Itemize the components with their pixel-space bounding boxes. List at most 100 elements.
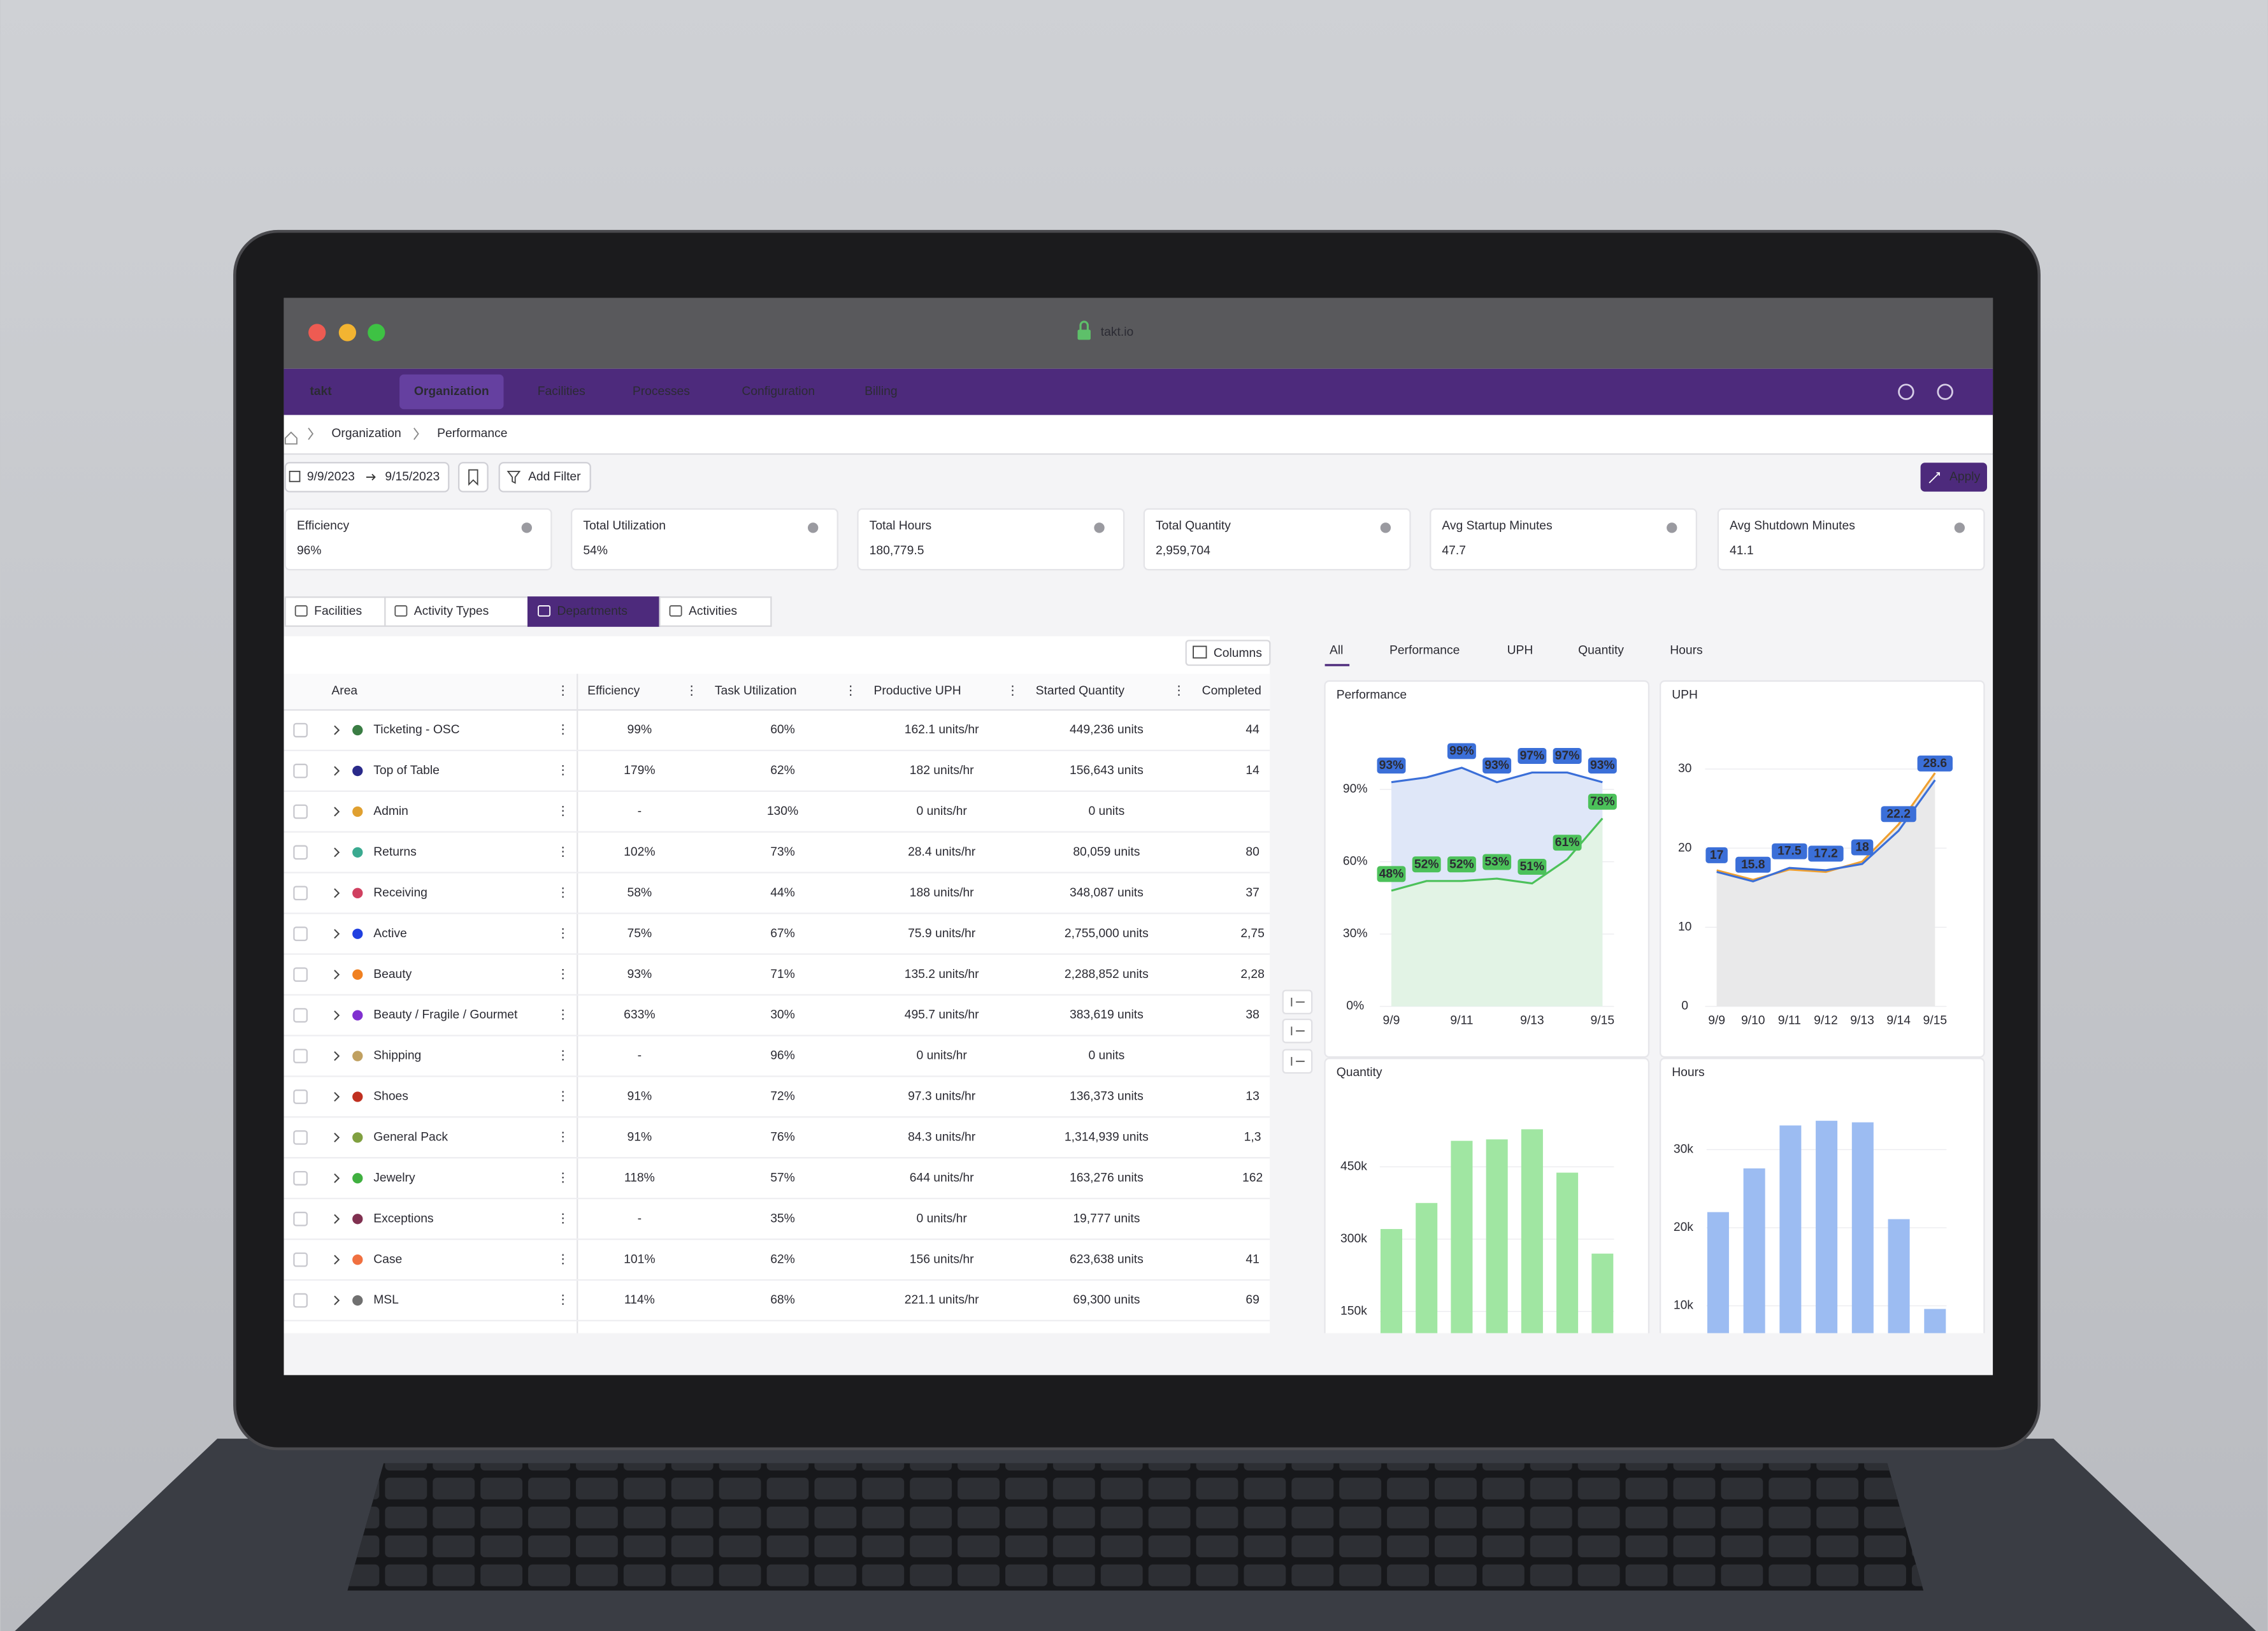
row-menu[interactable]: ⋮ [557,723,569,736]
row-menu[interactable]: ⋮ [557,1293,569,1307]
expand-icon[interactable] [334,1295,340,1305]
home-icon[interactable] [284,431,298,445]
cell-productive-uph: 495.7 units/hr [905,1009,979,1022]
row-checkbox[interactable] [293,1211,308,1226]
breadcrumb[interactable]: Organization [331,427,401,440]
data-label-box [1553,748,1582,764]
column-header[interactable]: Productive UPH [873,684,961,698]
column-header[interactable]: Started Quantity [1036,684,1125,698]
globe-icon[interactable] [1898,384,1914,400]
expand-icon[interactable] [334,807,340,817]
row-checkbox[interactable] [293,926,308,942]
info-icon[interactable] [1954,522,1965,533]
data-label: 48% [1379,867,1404,880]
view-tab[interactable] [659,596,772,627]
row-menu[interactable]: ⋮ [557,805,569,818]
row-menu[interactable]: ⋮ [557,886,569,900]
bar [1380,1229,1402,1333]
row-checkbox[interactable] [293,763,308,779]
expand-icon[interactable] [334,929,340,939]
expand-icon[interactable] [334,766,340,776]
row-menu[interactable]: ⋮ [557,1212,569,1225]
row-checkbox[interactable] [293,1171,308,1186]
row-menu[interactable]: ⋮ [557,764,569,777]
cell-productive-uph: 182 units/hr [910,764,974,777]
row-checkbox[interactable] [293,1008,308,1023]
column-menu[interactable]: ⋮ [685,684,698,698]
row-checkbox[interactable] [293,1049,308,1063]
expand-icon[interactable] [334,1254,340,1265]
expand-icon[interactable] [334,1051,340,1061]
area-name: Exceptions [373,1212,433,1225]
chart-tab[interactable]: All [1330,643,1343,657]
y-tick-label: 20k [1674,1221,1693,1234]
logo[interactable]: takt [310,385,332,398]
nav-item[interactable]: Billing [865,385,897,398]
view-tab-label: Facilities [314,605,362,618]
data-label: 93% [1379,759,1404,772]
chart-tab[interactable]: Hours [1670,643,1702,657]
column-header[interactable]: Completed [1202,684,1261,698]
row-checkbox[interactable] [293,722,308,738]
column-header[interactable]: Task Utilization [715,684,797,698]
expand-icon[interactable] [334,970,340,980]
row-checkbox[interactable] [293,886,308,901]
row-menu[interactable]: ⋮ [557,1090,569,1103]
user-icon[interactable] [1937,384,1953,400]
chart-tab[interactable]: Performance [1389,643,1460,657]
nav-item[interactable]: Organization [414,385,489,398]
kpi-value: 41.1 [1730,544,1754,557]
info-icon[interactable] [521,522,532,533]
bar [1486,1139,1508,1333]
info-icon[interactable] [1380,522,1391,533]
row-checkbox[interactable] [293,804,308,819]
row-menu[interactable]: ⋮ [557,1131,569,1144]
row-checkbox[interactable] [293,1089,308,1104]
expand-icon[interactable] [334,1010,340,1021]
info-icon[interactable] [1667,522,1677,533]
row-menu[interactable]: ⋮ [557,1009,569,1022]
column-menu[interactable]: ⋮ [845,684,857,698]
nav-item[interactable]: Facilities [538,385,585,398]
expand-icon[interactable] [334,725,340,735]
bookmark-button[interactable] [458,462,489,492]
view-tab[interactable] [384,596,529,627]
column-header[interactable]: Area [331,684,357,698]
row-checkbox[interactable] [293,1252,308,1267]
kpi-value: 2,959,704 [1156,544,1210,557]
chart-tab[interactable]: Quantity [1578,643,1624,657]
row-checkbox[interactable] [293,1130,308,1145]
expand-icon[interactable] [334,1173,340,1183]
expand-icon[interactable] [334,1132,340,1142]
view-tab[interactable] [284,596,386,627]
add-filter-button[interactable] [498,462,591,492]
expand-icon[interactable] [334,888,340,898]
chart-tab[interactable]: UPH [1507,643,1533,657]
row-menu[interactable]: ⋮ [557,1049,569,1063]
column-header[interactable]: Efficiency [587,684,640,698]
apply-button[interactable] [1920,463,1988,492]
columns-button[interactable] [1185,640,1271,666]
window-control[interactable] [368,324,385,341]
expand-icon[interactable] [334,847,340,858]
info-icon[interactable] [808,522,819,533]
nav-item[interactable]: Configuration [742,385,815,398]
row-menu[interactable]: ⋮ [557,1171,569,1184]
column-menu[interactable]: ⋮ [1173,684,1185,698]
cell-completed: 1,3 [1244,1131,1261,1144]
row-menu[interactable]: ⋮ [557,845,569,859]
row-menu[interactable]: ⋮ [557,1253,569,1266]
row-menu[interactable]: ⋮ [557,968,569,981]
row-checkbox[interactable] [293,845,308,860]
expand-icon[interactable] [334,1091,340,1102]
row-checkbox[interactable] [293,1293,308,1308]
window-control[interactable] [338,324,357,341]
column-menu[interactable]: ⋮ [1007,684,1019,698]
column-menu[interactable]: ⋮ [557,684,569,698]
row-menu[interactable]: ⋮ [557,927,569,940]
row-checkbox[interactable] [293,967,308,982]
expand-icon[interactable] [334,1214,340,1224]
window-control[interactable] [308,324,326,341]
nav-item[interactable]: Processes [633,385,690,398]
info-icon[interactable] [1094,522,1105,533]
